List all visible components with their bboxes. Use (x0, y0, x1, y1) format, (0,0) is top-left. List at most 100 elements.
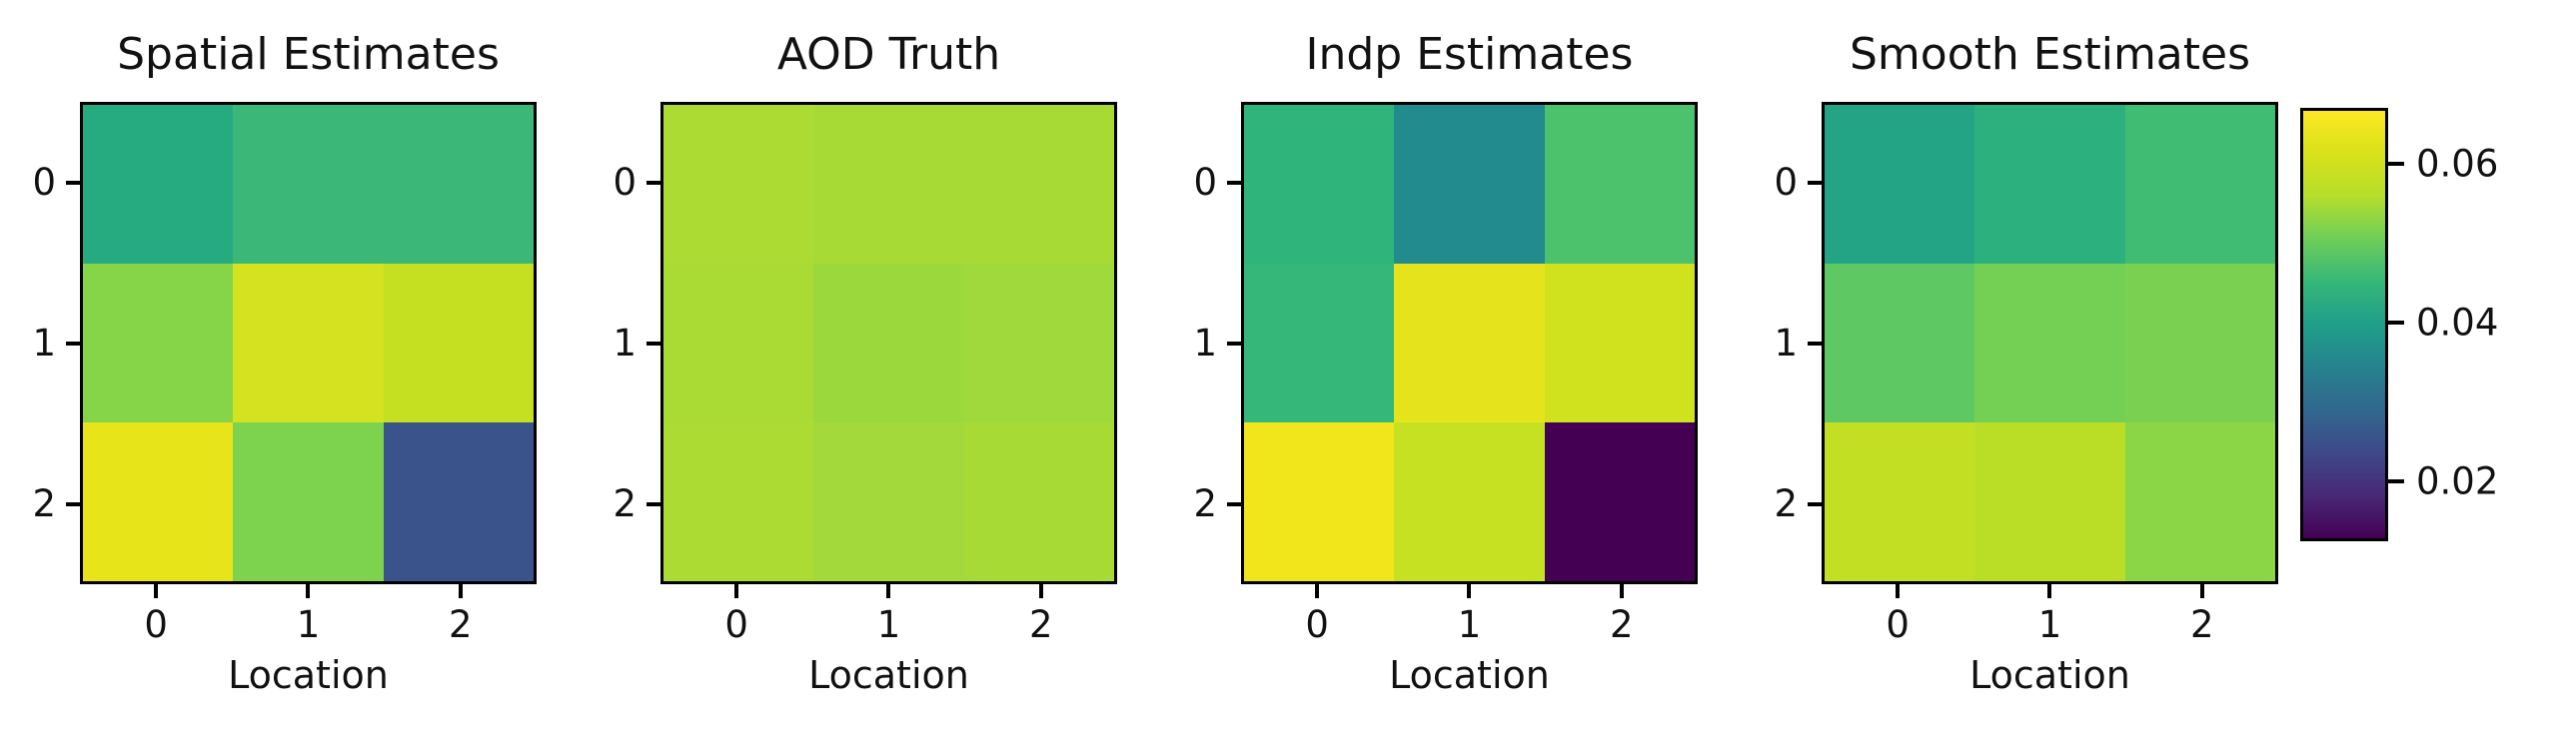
y-tick-mark (66, 180, 80, 185)
x-tick-mark (154, 584, 159, 598)
heatmap-cell (1394, 264, 1545, 422)
heatmap-cell (1825, 422, 1975, 581)
x-axis-label: Location (1969, 653, 2130, 697)
x-axis: 0 1 2 (1241, 584, 1698, 643)
heatmap-cell (1974, 422, 2125, 581)
x-tick-label: 1 (1457, 603, 1482, 646)
y-axis: 0 1 2 (18, 102, 80, 584)
heatmap-cell (2124, 422, 2275, 581)
y-tick-label: 2 (32, 482, 56, 525)
x-tick-label: 2 (1029, 603, 1053, 646)
x-tick-mark (1038, 584, 1043, 598)
heatmap-cell (2124, 264, 2275, 422)
y-tick-mark (1227, 341, 1241, 346)
y-tick: 2 (1760, 423, 1822, 584)
x-tick: 2 (965, 584, 1117, 643)
y-tick: 2 (18, 423, 80, 584)
y-tick: 2 (599, 423, 660, 584)
panel-title: Indp Estimates (1305, 28, 1634, 80)
heatmap-cell (1825, 105, 1975, 264)
x-tick-label: 0 (1305, 603, 1329, 646)
x-tick: 2 (2126, 584, 2278, 643)
x-tick: 2 (385, 584, 537, 643)
y-tick-label: 0 (32, 161, 56, 204)
heatmap-cell (83, 422, 234, 581)
x-tick-label: 2 (2190, 603, 2214, 646)
x-tick-label: 1 (296, 603, 321, 646)
heatmap-cell (1244, 105, 1395, 264)
heatmap-cell (1244, 264, 1395, 422)
x-tick: 0 (80, 584, 232, 643)
x-tick-label: 0 (1886, 603, 1910, 646)
x-tick: 1 (232, 584, 384, 643)
x-tick-mark (1619, 584, 1624, 598)
x-tick: 2 (1546, 584, 1698, 643)
heatmap-cell (663, 264, 814, 422)
y-tick-mark (1808, 501, 1822, 506)
heatmap-cell (813, 422, 964, 581)
heatmap-cell (83, 264, 234, 422)
heatmap-cell (1974, 264, 2125, 422)
heatmap-cell (1974, 105, 2125, 264)
colorbar-tick-mark (2388, 479, 2404, 484)
heatmap-cell (813, 105, 964, 264)
x-tick: 1 (812, 584, 964, 643)
figure: Spatial Estimates 0 1 2 0 1 2 Location AOD T… (18, 6, 2499, 698)
x-tick-mark (1467, 584, 1472, 598)
heatmap-cell (813, 264, 964, 422)
panel-aod-truth: AOD Truth 0 1 2 0 1 2 Location (599, 6, 1117, 697)
x-axis: 0 1 2 (80, 584, 537, 643)
y-tick-mark (66, 341, 80, 346)
panel-smooth-estimates: Smooth Estimates 0 1 2 0 1 2 Location (1760, 6, 2278, 697)
y-tick-mark (646, 180, 660, 185)
colorbar-tick-label: 0.04 (2416, 301, 2499, 345)
x-tick-label: 0 (144, 603, 168, 646)
heatmap-cell (83, 105, 234, 264)
y-tick-label: 1 (32, 322, 56, 365)
x-axis-label: Location (1389, 653, 1550, 697)
x-tick: 0 (660, 584, 812, 643)
heatmap-cell (233, 422, 384, 581)
x-tick-mark (1315, 584, 1320, 598)
y-tick-label: 0 (613, 161, 637, 204)
colorbar-tick-label: 0.06 (2416, 142, 2499, 186)
panel-title: AOD Truth (776, 28, 1001, 80)
x-axis-label: Location (808, 653, 969, 697)
colorbar-tick-mark (2388, 320, 2404, 325)
heatmap-cell (1244, 422, 1395, 581)
y-tick: 1 (18, 263, 80, 423)
y-tick: 1 (1179, 263, 1241, 423)
y-tick: 0 (599, 102, 660, 263)
panel-title: Smooth Estimates (1849, 28, 2251, 80)
y-tick-mark (1227, 501, 1241, 506)
colorbar-tick-mark (2388, 161, 2404, 166)
heatmap-cell (233, 264, 384, 422)
x-tick-label: 2 (1610, 603, 1634, 646)
heatmap-cell (233, 105, 384, 264)
heatmap (1822, 102, 2278, 584)
x-tick: 1 (1393, 584, 1545, 643)
y-tick: 2 (1179, 423, 1241, 584)
y-tick-mark (646, 341, 660, 346)
y-tick: 0 (18, 102, 80, 263)
x-tick-mark (306, 584, 311, 598)
y-axis: 0 1 2 (1179, 102, 1241, 584)
y-tick-label: 2 (613, 482, 637, 525)
x-tick-mark (2047, 584, 2052, 598)
heatmap-cell (383, 264, 534, 422)
y-tick-mark (66, 501, 80, 506)
x-tick-mark (2199, 584, 2204, 598)
y-tick: 1 (599, 263, 660, 423)
heatmap (1241, 102, 1698, 584)
panel-spatial-estimates: Spatial Estimates 0 1 2 0 1 2 Location (18, 6, 537, 697)
y-tick: 0 (1179, 102, 1241, 263)
panel-indp-estimates: Indp Estimates 0 1 2 0 1 2 Location (1179, 6, 1698, 697)
x-tick: 1 (1973, 584, 2125, 643)
x-axis: 0 1 2 (1822, 584, 2278, 643)
y-tick-mark (1808, 180, 1822, 185)
x-tick-mark (886, 584, 891, 598)
panel-title: Spatial Estimates (117, 28, 500, 80)
heatmap-cell (383, 422, 534, 581)
heatmap-cell (1394, 105, 1545, 264)
heatmap (660, 102, 1117, 584)
